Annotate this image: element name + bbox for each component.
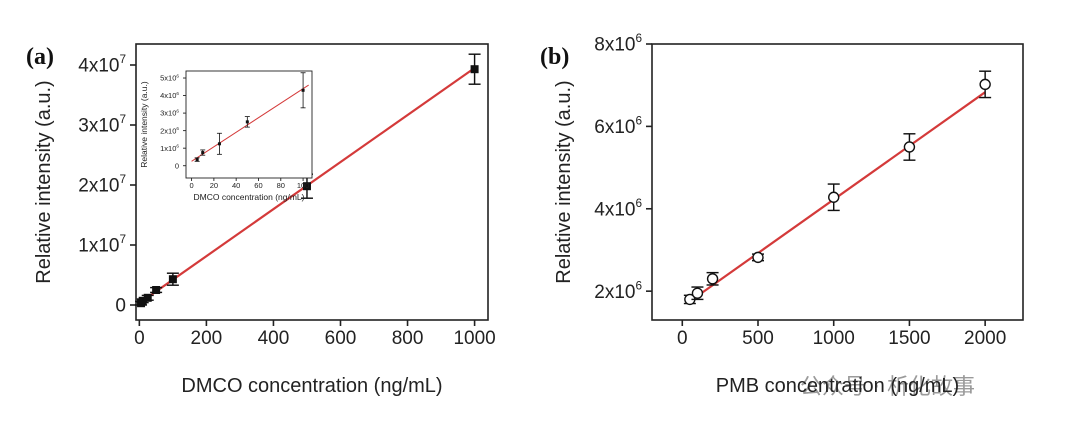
y-tick-label: 8x106 [594,32,642,56]
y-tick-label: 4x106 [594,197,642,221]
y-tick-label: 3x106 [160,108,179,117]
x-tick-label: 0 [677,328,688,349]
data-point [152,286,161,294]
chart-a-inset: 0 20 40 60 80 100 0 1x106 2x106 3x106 4x106 5x106 DM… [139,70,313,202]
x-axis-title: DMCO concentration (ng/mL) [181,375,442,397]
data-point [828,191,840,203]
x-tick-label: 1000 [453,328,495,349]
y-tick-label: 0 [175,161,179,170]
y-tick-label: 4x107 [78,53,126,77]
x-tick-label: 400 [258,328,290,349]
x-tick-label: 100 [297,181,310,190]
x-axis-title: PMB concentration (ng/mL) [716,375,959,397]
x-tick-label: 60 [254,181,262,190]
x-axis-title: DMCO concentration (ng/mL) [193,192,304,202]
data-point [195,158,199,162]
x-tick-label: 1500 [888,328,930,349]
data-point [301,88,305,92]
y-tick-label: 2x107 [78,173,126,197]
y-tick-label: 3x107 [78,113,126,137]
x-tick-label: 2000 [964,328,1006,349]
chart-a-main: 0 200 400 600 800 100001x1072x1073x1074x107DM… [33,43,496,397]
x-tick-label: 0 [134,328,145,349]
x-tick-label: 20 [210,181,218,190]
plot-frame [185,70,313,179]
x-tick-label: 1000 [813,328,855,349]
y-axis-title: Relative intensity (a.u.) [33,80,55,283]
data-point [706,273,719,285]
y-tick-label: 2x106 [594,279,642,303]
y-tick-label: 1x107 [78,233,126,257]
panel-label-a: (a) [26,44,54,70]
plot-frame [135,43,489,321]
x-tick-label: 600 [325,328,357,349]
x-tick-label: 800 [392,328,424,349]
y-tick-label: 4x106 [160,91,179,100]
panel-label-b: (b) [540,44,569,70]
y-axis-title: Relative intensity (a.u.) [553,80,575,283]
x-tick-label: 40 [232,181,240,190]
data-point [691,287,704,299]
y-tick-label: 6x106 [594,114,642,138]
data-point [470,65,479,74]
y-axis-title: Relative intensity (a.u.) [139,81,149,168]
y-tick-label: 1x106 [160,143,179,152]
plot-frame [651,43,1024,321]
data-point [245,120,249,124]
x-tick-label: 0 [189,181,193,190]
data-point [979,78,991,91]
data-point [201,151,205,155]
x-tick-label: 200 [191,328,223,349]
watermark: 公众号 · 析化故事 [800,375,975,400]
data-point [752,251,764,264]
y-tick-label: 0 [115,296,126,317]
data-point [903,141,916,153]
data-point [143,293,152,302]
data-point [168,275,177,284]
fit-line [191,84,309,162]
data-point [302,182,311,191]
y-tick-label: 2x106 [160,126,179,135]
x-tick-label: 80 [277,181,285,190]
chart-b-main: 0 500 1000 1500 2000 2x106 4x106 6x106 8x106 PMB … [553,32,1024,397]
x-tick-label: 500 [742,328,774,349]
data-point [217,142,221,146]
y-tick-label: 5x106 [160,73,179,82]
